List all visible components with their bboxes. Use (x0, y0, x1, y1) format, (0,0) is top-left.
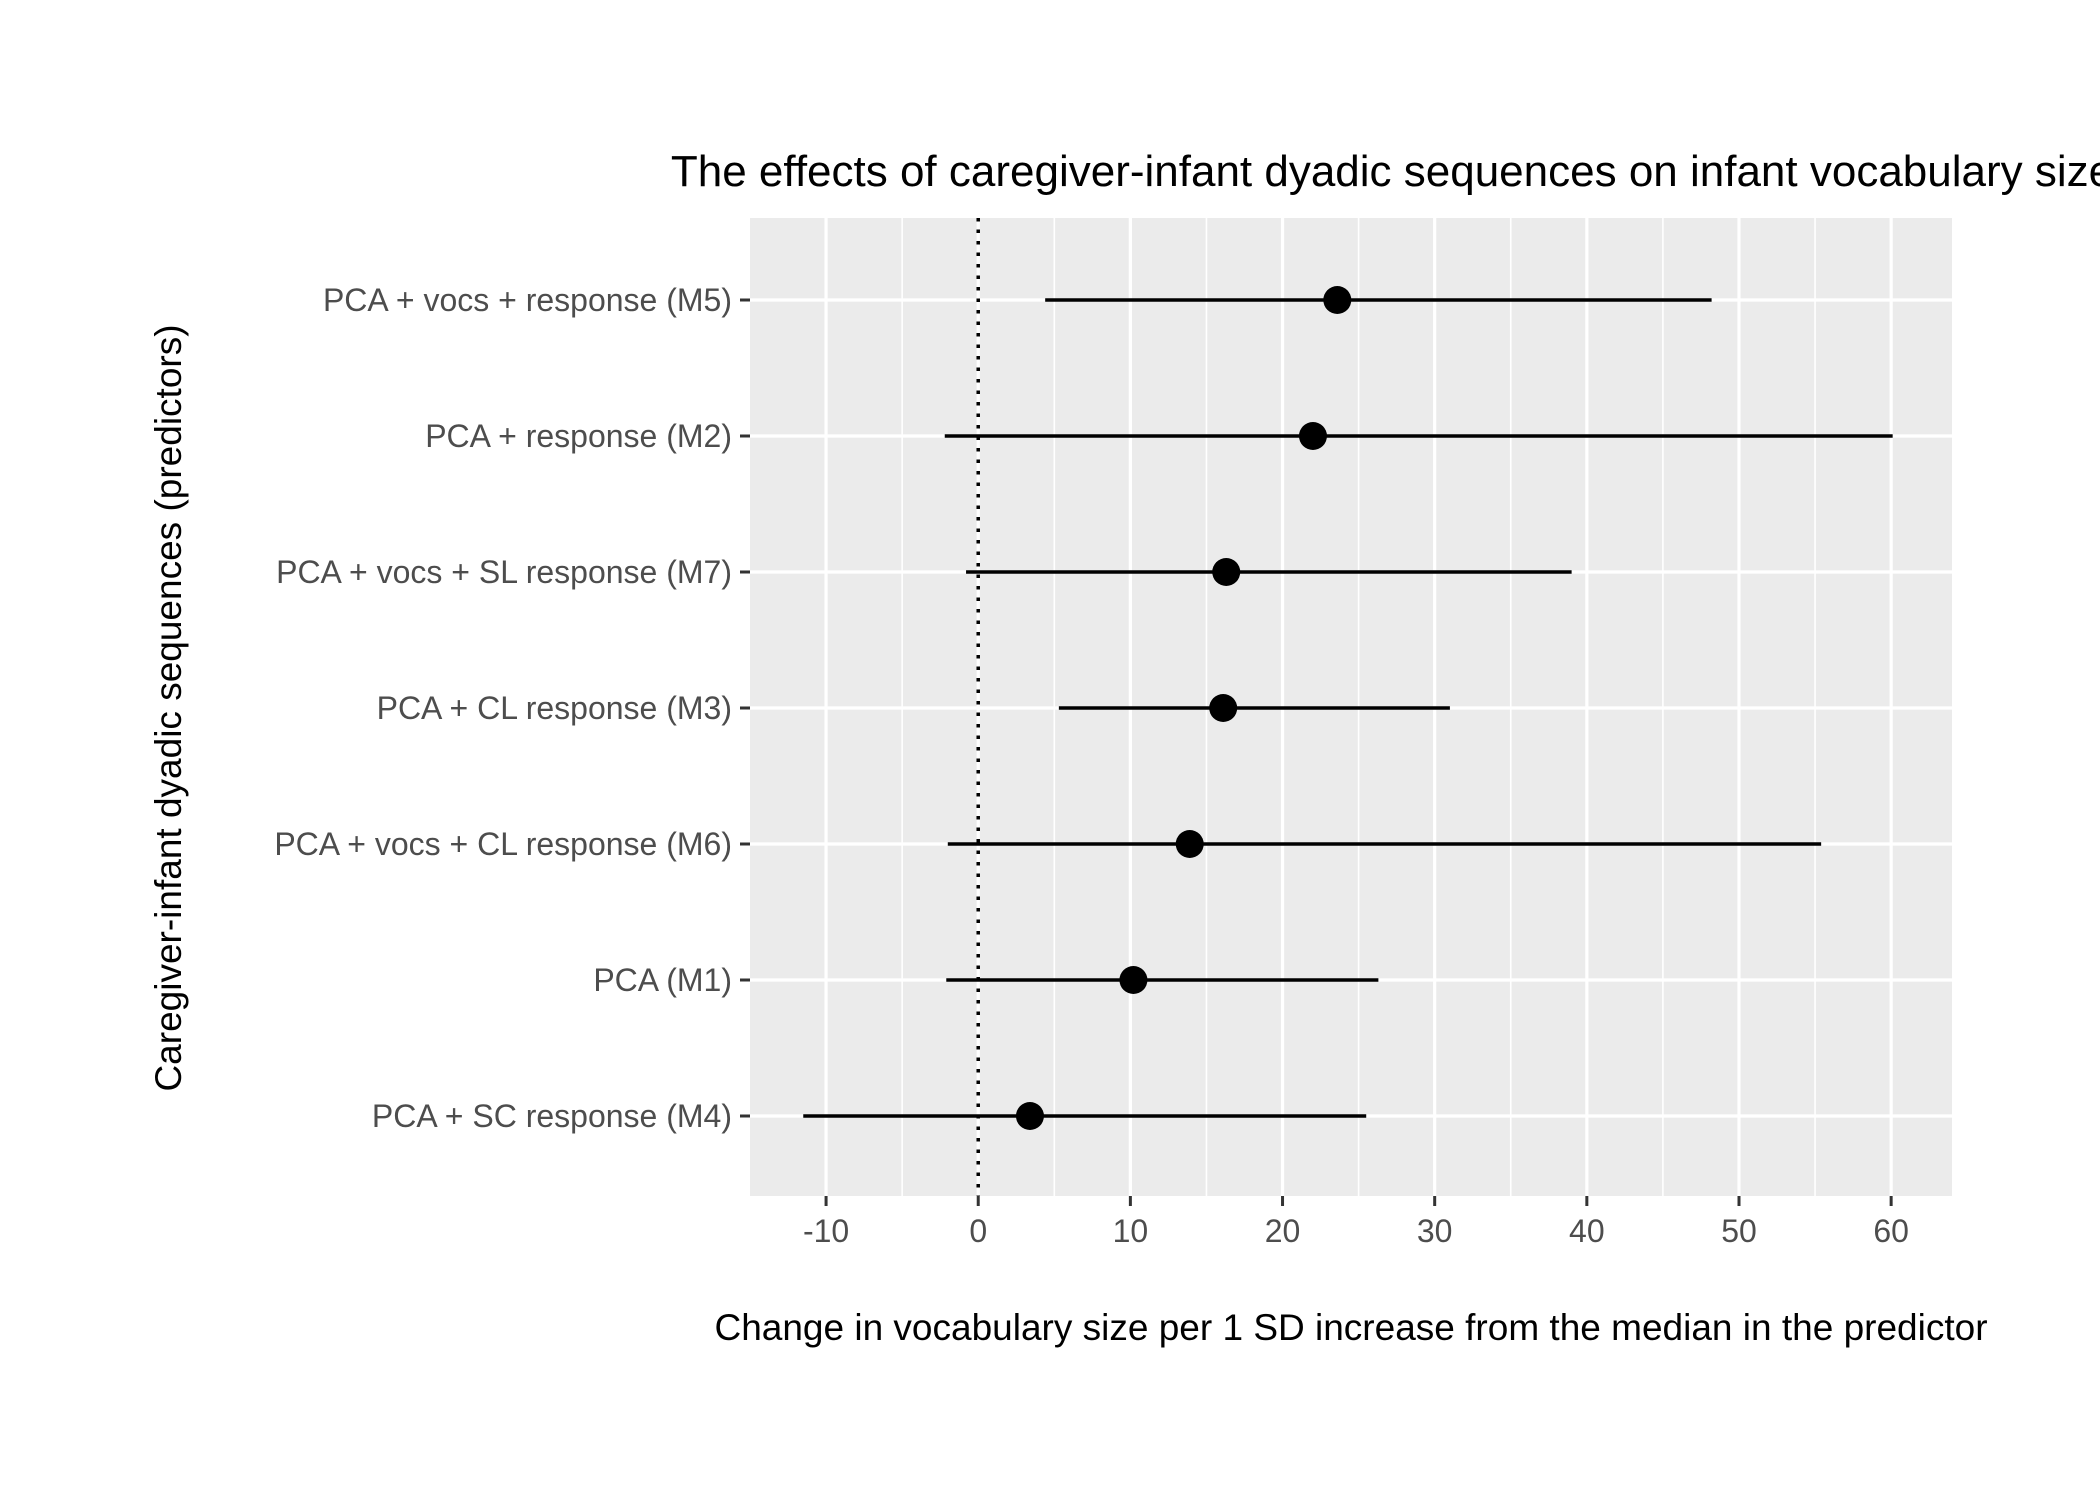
x-tick-label: 60 (1873, 1213, 1909, 1249)
y-tick-label: PCA + vocs + SL response (M7) (276, 554, 732, 590)
confidence-intervals (803, 298, 1893, 1118)
estimate-point (1212, 558, 1241, 586)
x-tick-label: 50 (1721, 1213, 1757, 1249)
point-estimates (1015, 286, 1352, 1130)
x-tick-label: -10 (803, 1213, 849, 1249)
x-tick-label: 20 (1265, 1213, 1301, 1249)
x-tick-label: 40 (1569, 1213, 1605, 1249)
estimate-point (1015, 1102, 1044, 1130)
x-tick-label: 30 (1417, 1213, 1453, 1249)
x-axis-ticks: -10 0 10 20 30 40 50 60 (803, 1196, 1909, 1249)
y-tick-label: PCA + CL response (M3) (377, 690, 732, 726)
estimate-point (1298, 422, 1327, 450)
estimate-point (1209, 694, 1238, 722)
y-tick-label: PCA + vocs + response (M5) (323, 282, 732, 318)
x-axis-title: Change in vocabulary size per 1 SD incre… (714, 1307, 1987, 1348)
y-tick-label: PCA + SC response (M4) (372, 1098, 732, 1134)
y-tick-label: PCA + vocs + CL response (M6) (274, 826, 732, 862)
chart-title: The effects of caregiver-infant dyadic s… (671, 147, 2100, 196)
y-axis-ticks: PCA + vocs + response (M5) PCA + response… (274, 282, 750, 1134)
x-tick-label: 0 (969, 1213, 987, 1249)
y-tick-label: PCA + response (M2) (425, 418, 732, 454)
estimate-point (1119, 966, 1148, 994)
y-tick-label: PCA (M1) (593, 962, 732, 998)
estimate-point (1323, 286, 1352, 314)
x-tick-label: 10 (1113, 1213, 1149, 1249)
estimate-point (1175, 830, 1204, 858)
y-axis-title: Caregiver-infant dyadic sequences (predi… (148, 324, 189, 1091)
